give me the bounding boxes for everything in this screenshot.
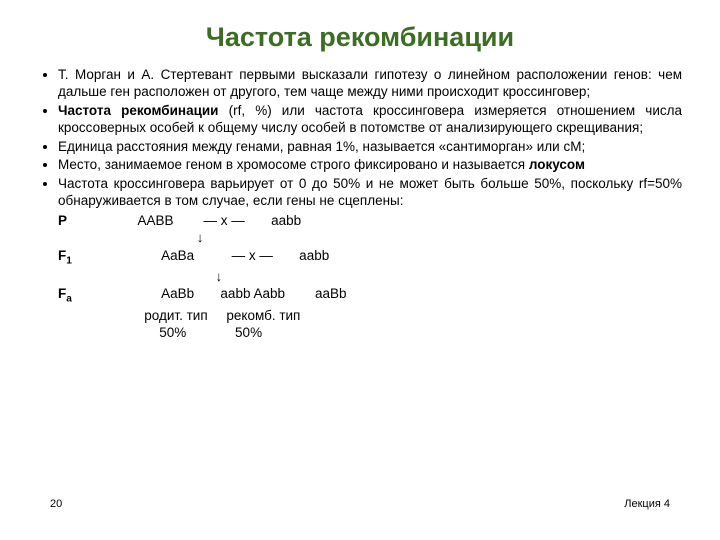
cross-line: 50% 50% [58, 324, 682, 341]
cross-line: P AABB — x — aabb [58, 212, 682, 229]
page-number: 20 [50, 498, 62, 510]
slide-title: Частота рекомбинации [38, 22, 682, 53]
bullet-item: Частота кроссинговера варьирует от 0 до … [58, 176, 682, 210]
bullet-list: Т. Морган и А. Стертевант первыми высказ… [38, 67, 682, 210]
cross-line: родит. тип рекомб. тип [58, 307, 682, 324]
lecture-label: Лекция 4 [624, 498, 670, 510]
slide: Частота рекомбинации Т. Морган и А. Стер… [0, 0, 720, 540]
cross-line: ↓ [58, 268, 682, 285]
bullet-item: Место, занимаемое геном в хромосоме стро… [58, 157, 682, 174]
bullet-item: Частота рекомбинации (rf, %) или частота… [58, 103, 682, 137]
cross-line: F1 AaBa — x — aabb [58, 247, 682, 269]
cross-line: Fa AaBb aabb Aabb aaBb [58, 285, 682, 307]
bullet-item: Т. Морган и А. Стертевант первыми высказ… [58, 67, 682, 101]
bullet-item: Единица расстояния между генами, равная … [58, 139, 682, 156]
cross-line: ↓ [58, 229, 682, 246]
cross-scheme: P AABB — x — aabb ↓ F1 AaBa — x — aabb ↓ [38, 212, 682, 342]
